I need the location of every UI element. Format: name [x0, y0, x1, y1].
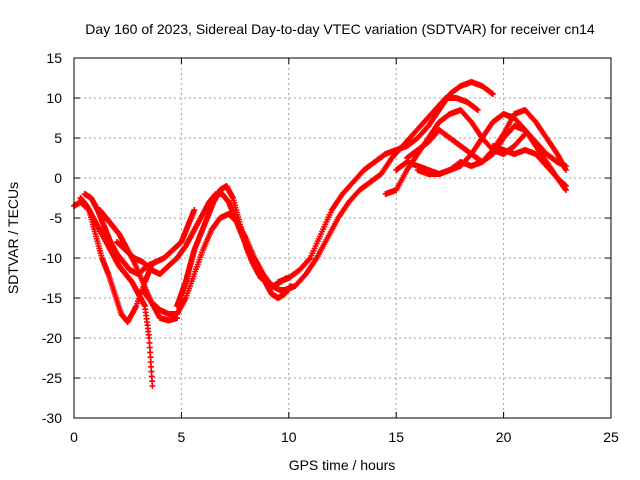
y-tick-label: -30: [42, 410, 62, 426]
x-tick-label: 5: [178, 429, 186, 445]
y-tick-label: -15: [42, 290, 62, 306]
y-tick-label: -25: [42, 370, 62, 386]
data-point-markers: [393, 111, 569, 177]
y-tick-label: 5: [54, 130, 62, 146]
y-axis-label: SDTVAR / TECUs: [5, 182, 21, 294]
series-arc-7: [174, 183, 294, 309]
y-tick-label: -5: [50, 210, 63, 226]
y-tick-label: 15: [46, 50, 62, 66]
data-layer: [71, 79, 569, 389]
axis-ticks: 0 5 10 15 20 25 15 10 5 0 -5 -10 -15 -20 -25 -30: [42, 50, 619, 445]
x-tick-label: 20: [496, 429, 512, 445]
data-point-markers: [139, 211, 292, 317]
data-point-markers: [281, 95, 481, 293]
y-tick-label: 10: [46, 90, 62, 106]
x-tick-label: 15: [388, 429, 404, 445]
series-arc-13: [414, 107, 569, 177]
series-arc-9: [281, 95, 481, 293]
grid: [74, 58, 611, 418]
x-tick-label: 25: [603, 429, 619, 445]
x-axis-label: GPS time / hours: [289, 457, 396, 473]
plot-frame: [73, 57, 612, 419]
data-point-markers: [489, 143, 569, 189]
y-tick-label: 0: [54, 170, 62, 186]
chart-title: Day 160 of 2023, Sidereal Day-to-day VTE…: [85, 21, 595, 37]
data-point-markers: [174, 183, 294, 309]
data-point-markers: [77, 195, 156, 389]
y-tick-label: -10: [42, 250, 62, 266]
series-arc-11: [393, 111, 569, 177]
y-tick-label: -20: [42, 330, 62, 346]
series-arc-2: [77, 195, 156, 389]
data-point-markers: [414, 107, 569, 177]
x-tick-label: 0: [70, 429, 78, 445]
x-tick-label: 10: [281, 429, 297, 445]
series-arc-14: [489, 143, 569, 189]
series-arc-6: [139, 211, 292, 317]
